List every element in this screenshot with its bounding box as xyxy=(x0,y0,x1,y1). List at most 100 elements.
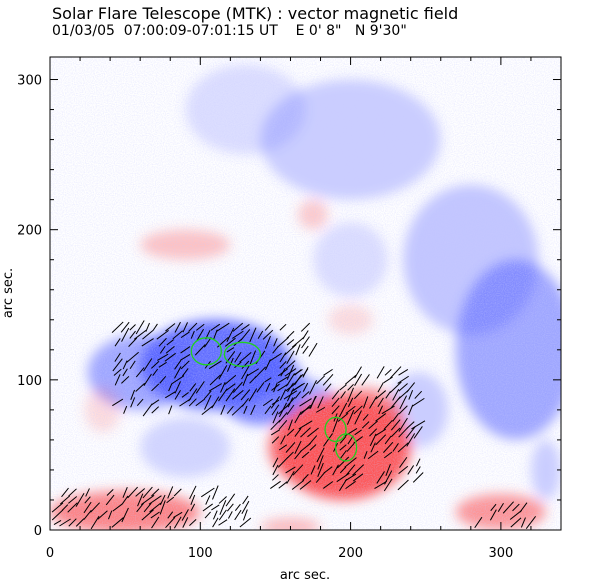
field-vector xyxy=(406,433,416,447)
field-vector xyxy=(165,323,176,332)
field-vector xyxy=(315,406,326,413)
field-vector xyxy=(130,397,136,408)
field-vector xyxy=(212,510,218,520)
field-vector xyxy=(167,511,174,519)
field-vector xyxy=(390,427,401,438)
field-vector xyxy=(392,413,400,422)
y-tick-label: 300 xyxy=(17,74,42,89)
field-vector xyxy=(200,487,215,498)
field-vector xyxy=(316,447,325,463)
x-tick-label: 200 xyxy=(338,546,363,561)
field-vector xyxy=(51,509,64,521)
field-vector xyxy=(413,426,423,439)
field-vector xyxy=(226,347,235,353)
field-vector xyxy=(286,350,295,364)
field-vector xyxy=(121,507,129,523)
field-vector xyxy=(241,398,249,407)
field-vector xyxy=(336,456,350,469)
field-vector xyxy=(203,390,212,400)
field-vector xyxy=(346,442,355,452)
field-vector xyxy=(374,480,388,489)
field-vector xyxy=(344,374,357,385)
field-vector xyxy=(300,427,311,438)
x-tick-label: 300 xyxy=(488,546,513,561)
field-vector xyxy=(397,375,409,384)
field-vector xyxy=(317,396,324,409)
field-vector xyxy=(180,346,191,354)
field-vector xyxy=(411,420,426,430)
contour-line xyxy=(223,341,262,367)
field-vector xyxy=(166,339,174,346)
field-vector xyxy=(262,398,273,407)
field-vector xyxy=(383,420,393,430)
field-vector xyxy=(241,500,250,515)
field-vector xyxy=(376,366,385,379)
field-vector xyxy=(158,361,167,368)
field-vector xyxy=(254,366,267,379)
field-vector xyxy=(135,367,145,378)
field-vector xyxy=(241,365,250,380)
field-vector xyxy=(384,470,393,485)
field-vector xyxy=(339,444,347,451)
field-vector xyxy=(310,465,316,475)
field-vector xyxy=(159,345,166,354)
y-tick-label: 100 xyxy=(17,374,42,389)
field-vector xyxy=(218,519,228,526)
field-vector xyxy=(343,427,358,437)
field-vector xyxy=(180,353,191,361)
field-vector xyxy=(381,405,395,415)
field-vector xyxy=(173,511,183,519)
field-vector xyxy=(390,419,401,431)
field-vector xyxy=(241,360,250,370)
field-vector xyxy=(208,383,222,392)
field-vector xyxy=(270,396,281,409)
field-vector xyxy=(324,383,332,392)
field-vector xyxy=(165,516,176,529)
field-vector xyxy=(143,358,153,372)
field-vector xyxy=(257,330,264,339)
field-vector xyxy=(159,494,166,506)
field-vector xyxy=(148,495,162,505)
field-vector xyxy=(212,485,219,500)
vector-arrows xyxy=(51,320,537,530)
field-vector xyxy=(502,501,514,514)
field-vector xyxy=(286,428,295,437)
field-vector xyxy=(90,502,100,513)
field-vector xyxy=(150,511,160,519)
field-vector xyxy=(172,330,183,340)
field-vector xyxy=(331,390,340,400)
field-vector xyxy=(510,517,522,528)
field-vector xyxy=(112,358,123,372)
field-vector xyxy=(309,395,317,409)
field-vector xyxy=(211,504,220,511)
field-vector xyxy=(302,330,309,340)
field-vector xyxy=(345,464,356,476)
field-vector xyxy=(323,368,333,376)
field-vector xyxy=(294,374,302,385)
field-vector xyxy=(135,320,145,335)
field-vector xyxy=(294,369,302,376)
field-vector xyxy=(294,427,302,437)
field-vector xyxy=(152,368,159,376)
field-vector xyxy=(165,345,175,354)
field-vector xyxy=(130,389,136,401)
field-vector xyxy=(309,444,317,451)
field-vector xyxy=(317,462,324,477)
field-vector xyxy=(383,478,393,492)
field-vector xyxy=(201,404,215,416)
field-vector xyxy=(188,322,198,332)
field-vector xyxy=(286,330,295,339)
field-vector xyxy=(188,398,197,407)
field-vector xyxy=(279,323,287,331)
field-vector xyxy=(286,339,295,346)
field-vector xyxy=(208,360,222,370)
field-vector xyxy=(106,489,114,496)
field-vector xyxy=(287,397,294,408)
field-vector xyxy=(279,360,287,369)
field-vector xyxy=(301,451,310,459)
field-vector xyxy=(216,336,229,348)
field-vector xyxy=(277,376,289,384)
field-vector xyxy=(232,322,244,332)
field-vector xyxy=(375,428,386,437)
field-vector xyxy=(121,375,130,384)
